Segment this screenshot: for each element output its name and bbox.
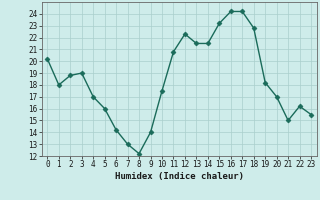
X-axis label: Humidex (Indice chaleur): Humidex (Indice chaleur) (115, 172, 244, 181)
